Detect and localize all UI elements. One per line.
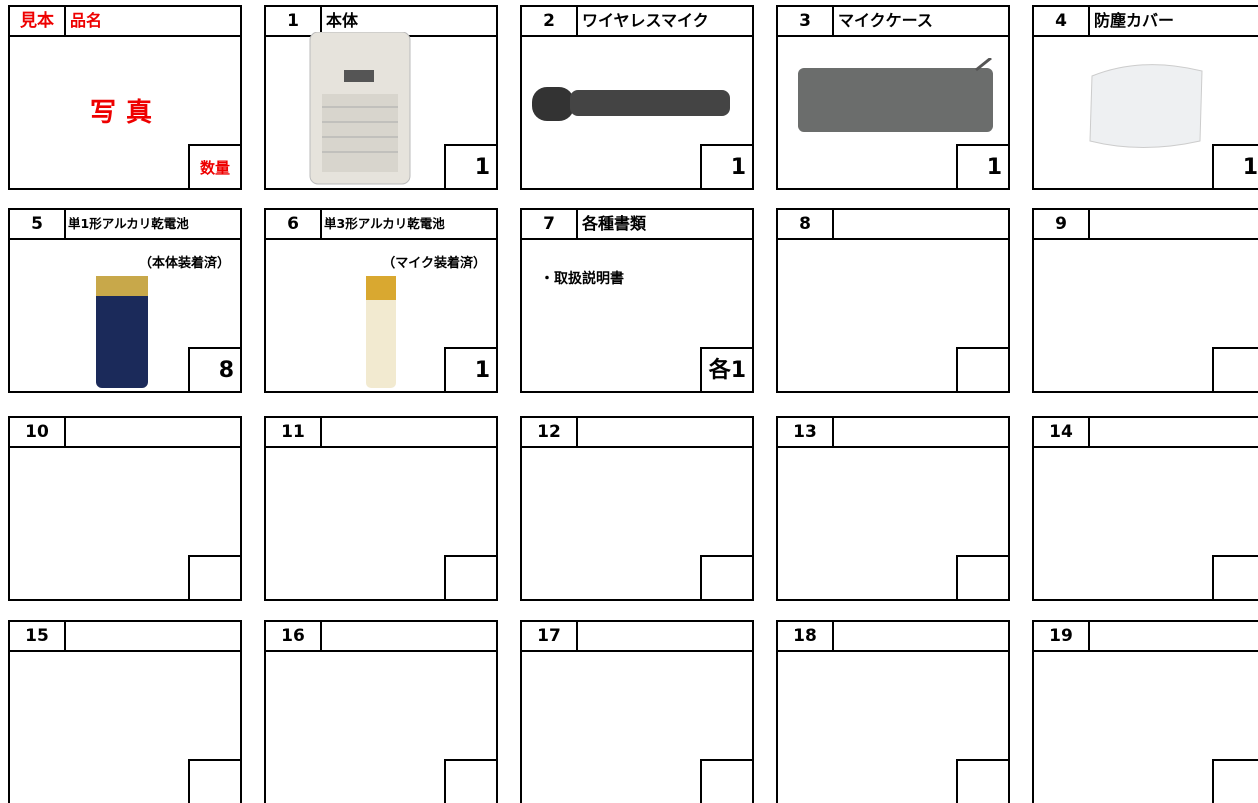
item-number: 1 — [266, 7, 322, 35]
item-name: 単3形アルカリ乾電池 — [324, 216, 445, 231]
item-quantity: 1 — [444, 347, 496, 391]
item-card: 10 — [8, 416, 242, 601]
case-photo — [798, 58, 993, 132]
item-quantity: 数量 — [188, 144, 240, 188]
item-quantity: 1 — [444, 144, 496, 188]
item-name: 本体 — [326, 11, 359, 30]
item-name: 品名 — [70, 11, 103, 30]
card-header: 3 マイクケース — [778, 7, 1008, 37]
card-header: 見本 品名 — [10, 7, 240, 37]
item-number: 4 — [1034, 7, 1090, 35]
card-header: 12 — [522, 418, 752, 448]
item-quantity — [956, 555, 1008, 599]
card-header: 4 防塵カバー — [1034, 7, 1258, 37]
item-quantity: 1 — [1212, 144, 1258, 188]
item-number: 7 — [522, 210, 578, 238]
item-quantity — [444, 759, 496, 803]
card-header: 18 — [778, 622, 1008, 652]
card-header: 14 — [1034, 418, 1258, 448]
item-number: 見本 — [10, 7, 66, 35]
item-card: 13 — [776, 416, 1010, 601]
item-name: マイクケース — [838, 11, 933, 30]
item-card: 6 単3形アルカリ乾電池 （マイク装着済） 1 — [264, 208, 498, 393]
item-card: 3 マイクケース 1 — [776, 5, 1010, 190]
item-quantity — [1212, 555, 1258, 599]
item-card: 15 — [8, 620, 242, 803]
item-number: 5 — [10, 210, 66, 238]
card-header: 19 — [1034, 622, 1258, 652]
item-number: 18 — [778, 622, 834, 650]
item-card: 見本 品名写真 数量 — [8, 5, 242, 190]
battery-d-photo — [96, 276, 148, 388]
item-card: 19 — [1032, 620, 1258, 803]
item-number: 17 — [522, 622, 578, 650]
item-number: 8 — [778, 210, 834, 238]
battery-aa-photo — [366, 276, 396, 388]
cover-photo — [1089, 64, 1203, 148]
item-quantity: 各1 — [700, 347, 752, 391]
item-card: 16 — [264, 620, 498, 803]
card-header: 8 — [778, 210, 1008, 240]
card-header: 16 — [266, 622, 496, 652]
item-name: 防塵カバー — [1094, 11, 1175, 30]
card-header: 17 — [522, 622, 752, 652]
item-number: 9 — [1034, 210, 1090, 238]
item-card: 4 防塵カバー 1 — [1032, 5, 1258, 190]
item-quantity — [956, 759, 1008, 803]
item-number: 14 — [1034, 418, 1090, 446]
item-number: 10 — [10, 418, 66, 446]
item-card: 14 — [1032, 416, 1258, 601]
item-card: 18 — [776, 620, 1010, 803]
item-card: 5 単1形アルカリ乾電池 （本体装着済） 8 — [8, 208, 242, 393]
item-quantity — [444, 555, 496, 599]
item-quantity — [1212, 347, 1258, 391]
item-quantity: 1 — [956, 144, 1008, 188]
item-number: 12 — [522, 418, 578, 446]
item-number: 13 — [778, 418, 834, 446]
card-header: 2 ワイヤレスマイク — [522, 7, 752, 37]
item-name: 単1形アルカリ乾電池 — [68, 216, 189, 231]
item-quantity — [700, 759, 752, 803]
item-number: 3 — [778, 7, 834, 35]
card-header: 9 — [1034, 210, 1258, 240]
item-card: 7 各種書類・取扱説明書各1 — [520, 208, 754, 393]
item-quantity — [188, 759, 240, 803]
item-note: （マイク装着済） — [382, 256, 486, 271]
item-number: 2 — [522, 7, 578, 35]
card-header: 7 各種書類 — [522, 210, 752, 240]
item-quantity — [188, 555, 240, 599]
item-card: 1 本体 1 — [264, 5, 498, 190]
item-card: 17 — [520, 620, 754, 803]
card-header: 5 単1形アルカリ乾電池 — [10, 210, 240, 240]
item-quantity — [1212, 759, 1258, 803]
item-card: 8 — [776, 208, 1010, 393]
item-quantity — [700, 555, 752, 599]
item-number: 6 — [266, 210, 322, 238]
card-header: 6 単3形アルカリ乾電池 — [266, 210, 496, 240]
card-header: 13 — [778, 418, 1008, 448]
item-card: 9 — [1032, 208, 1258, 393]
item-quantity: 8 — [188, 347, 240, 391]
item-card: 2 ワイヤレスマイク 1 — [520, 5, 754, 190]
item-note: ・取扱説明書 — [540, 271, 624, 287]
card-header: 15 — [10, 622, 240, 652]
item-card: 12 — [520, 416, 754, 601]
card-header: 11 — [266, 418, 496, 448]
item-number: 16 — [266, 622, 322, 650]
photo-label: 写真 — [90, 98, 163, 128]
item-quantity — [956, 347, 1008, 391]
item-number: 15 — [10, 622, 66, 650]
mic-photo — [532, 87, 730, 121]
item-note: （本体装着済） — [138, 256, 230, 271]
item-number: 11 — [266, 418, 322, 446]
item-name: 各種書類 — [582, 214, 647, 233]
item-name: ワイヤレスマイク — [582, 11, 709, 30]
item-number: 19 — [1034, 622, 1090, 650]
item-card: 11 — [264, 416, 498, 601]
card-header: 10 — [10, 418, 240, 448]
speaker-photo — [309, 32, 411, 185]
item-quantity: 1 — [700, 144, 752, 188]
